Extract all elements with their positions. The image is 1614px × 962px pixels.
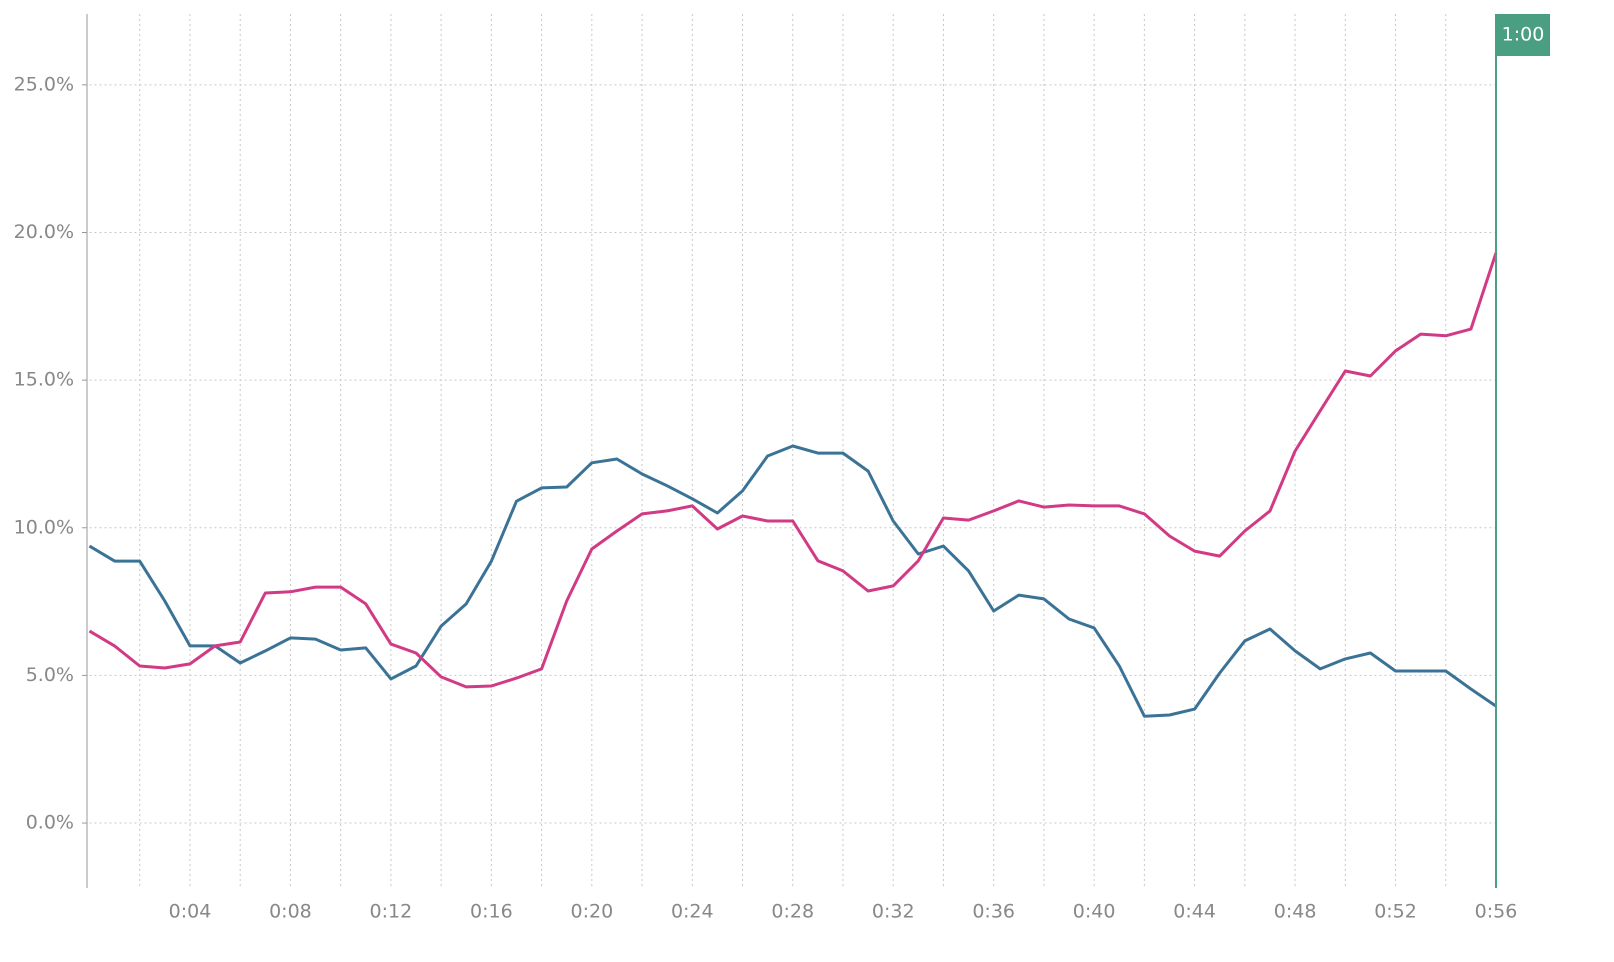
y-tick-label: 15.0% xyxy=(14,369,74,391)
time-marker-label: 1:00 xyxy=(1502,24,1545,46)
x-tick-label: 0:56 xyxy=(1475,901,1518,923)
y-tick-label: 5.0% xyxy=(26,664,74,686)
x-tick-label: 0:40 xyxy=(1073,901,1116,923)
y-tick-label: 20.0% xyxy=(14,221,74,243)
series-line xyxy=(88,252,1498,689)
y-tick-label: 0.0% xyxy=(26,812,74,834)
x-tick-label: 0:24 xyxy=(671,901,714,923)
x-tick-label: 0:16 xyxy=(470,901,513,923)
x-tick-label: 0:08 xyxy=(269,901,312,923)
x-tick-label: 0:04 xyxy=(169,901,212,923)
x-tick-label: 0:48 xyxy=(1274,901,1317,923)
series-line xyxy=(88,444,1497,718)
y-tick-label: 10.0% xyxy=(14,516,74,538)
y-tick-label: 25.0% xyxy=(14,73,74,95)
x-tick-label: 0:32 xyxy=(872,901,915,923)
x-tick-label: 0:20 xyxy=(570,901,613,923)
x-tick-label: 0:12 xyxy=(370,901,413,923)
x-tick-label: 0:52 xyxy=(1374,901,1417,923)
time-marker-box xyxy=(1496,14,1550,56)
x-tick-label: 0:36 xyxy=(972,901,1015,923)
x-tick-label: 0:44 xyxy=(1173,901,1216,923)
x-tick-label: 0:28 xyxy=(771,901,814,923)
